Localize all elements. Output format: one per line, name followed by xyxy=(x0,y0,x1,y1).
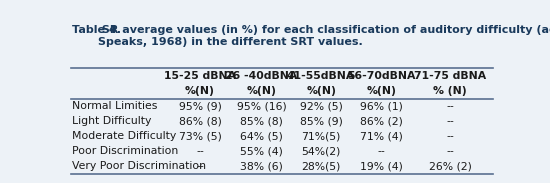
Text: 85% (8): 85% (8) xyxy=(240,116,283,126)
Text: %(N): %(N) xyxy=(306,86,336,96)
Text: 71% (4): 71% (4) xyxy=(360,131,403,141)
Text: --: -- xyxy=(447,101,454,111)
Text: --: -- xyxy=(377,146,385,156)
Text: --: -- xyxy=(447,116,454,126)
Text: 85% (9): 85% (9) xyxy=(300,116,343,126)
Text: Moderate Difficulty: Moderate Difficulty xyxy=(72,131,176,141)
Text: 86% (8): 86% (8) xyxy=(179,116,222,126)
Text: Normal Limities: Normal Limities xyxy=(72,101,157,111)
Text: --: -- xyxy=(447,131,454,141)
Text: 73% (5): 73% (5) xyxy=(179,131,222,141)
Text: 86% (2): 86% (2) xyxy=(360,116,403,126)
Text: %(N): %(N) xyxy=(185,86,215,96)
Text: 95% (16): 95% (16) xyxy=(236,101,287,111)
Text: %(N): %(N) xyxy=(366,86,396,96)
Text: 41-55dBNA: 41-55dBNA xyxy=(287,71,355,81)
Text: Light Difficulty: Light Difficulty xyxy=(72,116,151,126)
Text: 95% (9): 95% (9) xyxy=(179,101,222,111)
Text: 71%(5): 71%(5) xyxy=(301,131,341,141)
Text: Poor Discrimination: Poor Discrimination xyxy=(72,146,178,156)
Text: SR average values (in %) for each classification of auditory difficulty (accordi: SR average values (in %) for each classi… xyxy=(98,25,550,47)
Text: 28%(5): 28%(5) xyxy=(301,161,341,171)
Text: Table 4.: Table 4. xyxy=(72,25,121,36)
Text: Very Poor Discrimination: Very Poor Discrimination xyxy=(72,161,206,171)
Text: 64% (5): 64% (5) xyxy=(240,131,283,141)
Text: 26% (2): 26% (2) xyxy=(429,161,472,171)
Text: 56-70dBNA: 56-70dBNA xyxy=(347,71,415,81)
Text: 92% (5): 92% (5) xyxy=(300,101,343,111)
Text: %(N): %(N) xyxy=(246,86,276,96)
Text: % (N): % (N) xyxy=(433,86,467,96)
Text: 55% (4): 55% (4) xyxy=(240,146,283,156)
Text: 54%(2): 54%(2) xyxy=(301,146,341,156)
Text: --: -- xyxy=(196,161,204,171)
Text: 19% (4): 19% (4) xyxy=(360,161,403,171)
Text: 15-25 dBNA: 15-25 dBNA xyxy=(164,71,236,81)
Text: --: -- xyxy=(447,146,454,156)
Text: 96% (1): 96% (1) xyxy=(360,101,403,111)
Text: 71-75 dBNA: 71-75 dBNA xyxy=(414,71,486,81)
Text: --: -- xyxy=(196,146,204,156)
Text: 38% (6): 38% (6) xyxy=(240,161,283,171)
Text: 26 -40dBNA: 26 -40dBNA xyxy=(226,71,298,81)
